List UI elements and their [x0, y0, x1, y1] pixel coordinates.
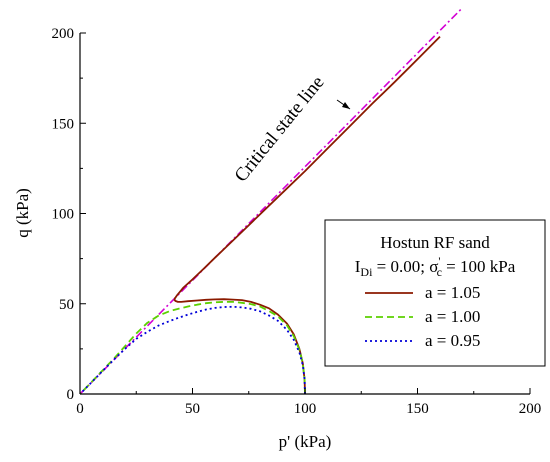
legend-subtitle-sigma-value: = 100 kPa: [442, 257, 516, 276]
legend-box: [324, 219, 546, 367]
legend-title: Hostun RF sand: [380, 233, 490, 252]
legend-subtitle-sigma: σ: [429, 257, 438, 276]
legend-subtitle-i: I: [355, 257, 361, 276]
y-tick-label-0: 0: [67, 387, 75, 403]
plot-area: [79, 7, 464, 395]
annotation-critical-state-line: Critical state line: [231, 72, 329, 186]
legend-subtitle-i-sub: Di: [360, 265, 373, 279]
y-tick-label-150: 150: [52, 116, 75, 132]
x-tick-label-0: 0: [76, 401, 84, 417]
y-tick-label-100: 100: [52, 207, 75, 223]
legend-entries: a = 1.05 a = 1.00 a = 0.95: [365, 283, 480, 350]
y-tick-label-200: 200: [52, 26, 75, 42]
annotation-arrowhead: [342, 102, 350, 109]
y-tick-label-50: 50: [59, 297, 74, 313]
series-line-1: [173, 35, 441, 395]
y-axis-title: q (kPa): [13, 188, 32, 238]
legend-subtitle-sigma-prime: ': [438, 254, 440, 268]
x-axis-title: p' (kPa): [279, 432, 332, 451]
legend-label-2: a = 1.00: [425, 307, 480, 326]
axis-ticks: 0 50 100 150 200 0 50 100 150 200: [52, 26, 542, 417]
legend-label-3: a = 0.95: [425, 331, 480, 350]
x-tick-label-100: 100: [294, 401, 317, 417]
critical-state-line: [79, 7, 464, 395]
series-line-3: [79, 305, 306, 395]
x-tick-label-200: 200: [519, 401, 542, 417]
legend-subtitle-i-value: = 0.00;: [372, 257, 429, 276]
legend-label-1: a = 1.05: [425, 283, 480, 302]
legend-subtitle: IDi = 0.00; σ' c = 100 kPa: [355, 254, 516, 279]
series-line-2: [79, 300, 306, 395]
x-tick-label-50: 50: [185, 401, 200, 417]
legend-subtitle-sigma-sub: c: [437, 265, 442, 279]
x-tick-label-150: 150: [406, 401, 429, 417]
legend: Hostun RF sand IDi = 0.00; σ' c = 100 kPa…: [324, 219, 546, 367]
